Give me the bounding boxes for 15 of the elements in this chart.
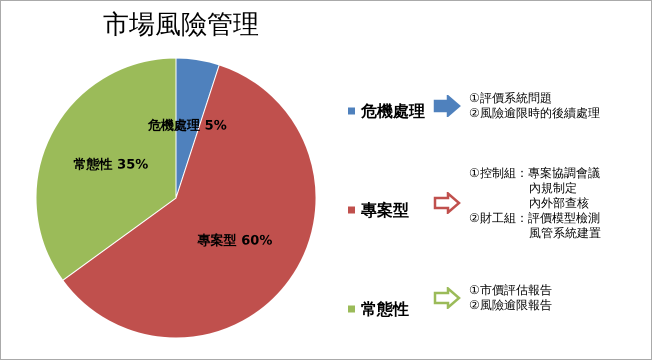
category-label: 常態性 35% [74, 157, 148, 172]
text: ②財工組：評價模型檢測 [469, 210, 601, 226]
chart-title: 市場風險管理 [103, 10, 259, 40]
text: 風管系統建置 [528, 226, 601, 240]
legend-label: 專案型 [360, 200, 409, 220]
text: ②風險逾限報告 [469, 298, 552, 313]
legend-label: 危機處理 [360, 102, 425, 120]
legend-label: 常態性 [361, 300, 409, 318]
text: 內外部查核 [528, 196, 590, 210]
text: ①市價評估報告 [469, 283, 552, 298]
text: ①控制組：專案協調會議 [469, 166, 601, 180]
text: 內規制定 [528, 180, 578, 196]
text: ①評價系統問題 [469, 91, 553, 106]
text: ②風險逾限時的後續處理 [469, 106, 600, 121]
category-label: 專案型 60% [198, 233, 272, 248]
